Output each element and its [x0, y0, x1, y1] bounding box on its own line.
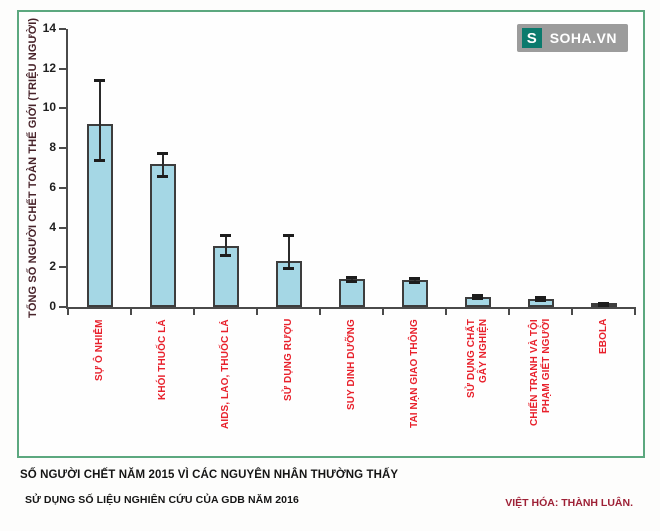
y-axis-line — [66, 29, 68, 307]
y-axis-tick-label: 12 — [42, 60, 56, 75]
x-axis-label: CHIẾN TRANH VÀ TỘI PHẠM GIẾT NGƯỜI — [528, 319, 552, 426]
x-axis-label: SỬ DỤNG CHẤT GÂY NGHIỆN — [465, 319, 489, 398]
x-axis-label: AIDS, LAO, THUỐC LÁ — [219, 319, 231, 429]
x-label-slot: SỰ Ô NHIỄM — [68, 319, 131, 457]
error-bar-cap-bottom — [598, 304, 609, 308]
error-bar-line — [350, 277, 353, 282]
y-axis-tick-label: 2 — [49, 259, 56, 274]
y-axis-tick-label: 14 — [42, 21, 56, 35]
bar — [401, 280, 428, 307]
x-label-slot: AIDS, LAO, THUỐC LÁ — [194, 319, 257, 457]
error-bar-cap-top — [283, 234, 294, 238]
error-bar-cap-top — [157, 151, 168, 155]
x-axis-label: EBOLA — [597, 319, 609, 355]
error-bar-cap-top — [472, 293, 483, 297]
error-bar-line — [413, 278, 416, 283]
error-bar-cap-top — [598, 301, 609, 305]
x-axis-tick — [319, 307, 321, 315]
error-bar-cap-bottom — [157, 175, 168, 179]
x-axis-tick — [571, 307, 573, 315]
chart-frame: TỔNG SỐ NGƯỜI CHẾT TOÀN THẾ GIỚI (TRIỆU … — [17, 10, 645, 458]
y-axis-tick — [59, 147, 66, 150]
error-bar-cap-bottom — [409, 280, 420, 284]
error-bar-cap-bottom — [283, 266, 294, 270]
x-label-slot: TAI NẠN GIAO THÔNG — [383, 319, 446, 457]
y-axis-tick — [59, 107, 66, 110]
error-bar-cap-bottom — [94, 158, 105, 162]
error-bar-line — [224, 235, 227, 256]
y-axis-tick-label: 6 — [49, 179, 56, 194]
x-axis-label: TAI NẠN GIAO THÔNG — [408, 319, 420, 428]
x-label-slot: SỬ DỤNG CHẤT GÂY NGHIỆN — [446, 319, 509, 457]
error-bar-cap-top — [346, 275, 357, 279]
x-axis-tick — [130, 307, 132, 315]
translation-credit: VIỆT HÓA: THÀNH LUÂN. — [505, 497, 633, 509]
x-label-slot: KHÓI THUỐC LÁ — [131, 319, 194, 457]
x-axis-tick — [445, 307, 447, 315]
error-bar-line — [287, 235, 290, 269]
y-axis-tick-label: 0 — [49, 299, 56, 313]
bar — [149, 164, 176, 307]
x-axis-tick — [508, 307, 510, 315]
error-bar-cap-bottom — [535, 298, 546, 302]
x-axis-line — [66, 307, 635, 309]
x-label-slot: CHIẾN TRANH VÀ TỘI PHẠM GIẾT NGƯỜI — [509, 319, 572, 457]
chart-caption-source: SỬ DỤNG SỐ LIỆU NGHIÊN CỨU CỦA GDB NĂM 2… — [25, 494, 299, 506]
x-axis-tick — [382, 307, 384, 315]
x-label-slot: EBOLA — [572, 319, 635, 457]
y-axis-tick — [59, 226, 66, 229]
x-axis-tick — [193, 307, 195, 315]
chart-caption-title: SỐ NGƯỜI CHẾT NĂM 2015 VÌ CÁC NGUYÊN NHÂ… — [20, 469, 399, 481]
error-bar-cap-top — [409, 276, 420, 280]
error-bar-line — [476, 295, 479, 299]
y-axis-tick-label: 4 — [49, 219, 56, 234]
x-axis-label: SỰ Ô NHIỄM — [93, 319, 105, 381]
plot-area: 0 2 4 6 8 10 12 14 SỰ Ô NHIỄM KHÓI THUỐC LÁ AIDS, … — [43, 21, 636, 429]
x-label-slot: SUY DINH DƯỠNG — [320, 319, 383, 457]
x-axis-tick — [256, 307, 258, 315]
soha-s-icon: S — [521, 28, 542, 48]
bar — [338, 279, 365, 307]
error-bar-cap-bottom — [220, 253, 231, 257]
y-axis-tick — [59, 186, 66, 189]
error-bar-cap-top — [94, 79, 105, 83]
soha-logo-text: SOHA.VN — [549, 30, 617, 46]
x-label-slot: SỬ DỤNG RƯỢU — [257, 319, 320, 457]
y-axis-tick — [59, 266, 66, 269]
y-axis-tick — [59, 28, 66, 30]
x-axis-label: KHÓI THUỐC LÁ — [156, 319, 168, 400]
error-bar-cap-bottom — [472, 297, 483, 301]
y-axis-tick — [59, 306, 66, 308]
error-bar-cap-top — [220, 234, 231, 237]
x-axis-tick — [634, 307, 636, 315]
y-axis-tick-label: 10 — [42, 100, 56, 115]
soha-logo: S SOHA.VN — [516, 24, 628, 52]
y-axis-tick — [59, 67, 66, 70]
error-bar-line — [98, 80, 101, 161]
x-axis-label: SỬ DỤNG RƯỢU — [282, 319, 294, 402]
x-axis-label: SUY DINH DƯỠNG — [345, 319, 357, 410]
x-axis-tick — [67, 307, 69, 315]
error-bar-line — [161, 153, 164, 177]
error-bar-cap-top — [535, 296, 546, 300]
error-bar-cap-bottom — [346, 279, 357, 283]
y-axis-tick-label: 8 — [49, 140, 56, 155]
